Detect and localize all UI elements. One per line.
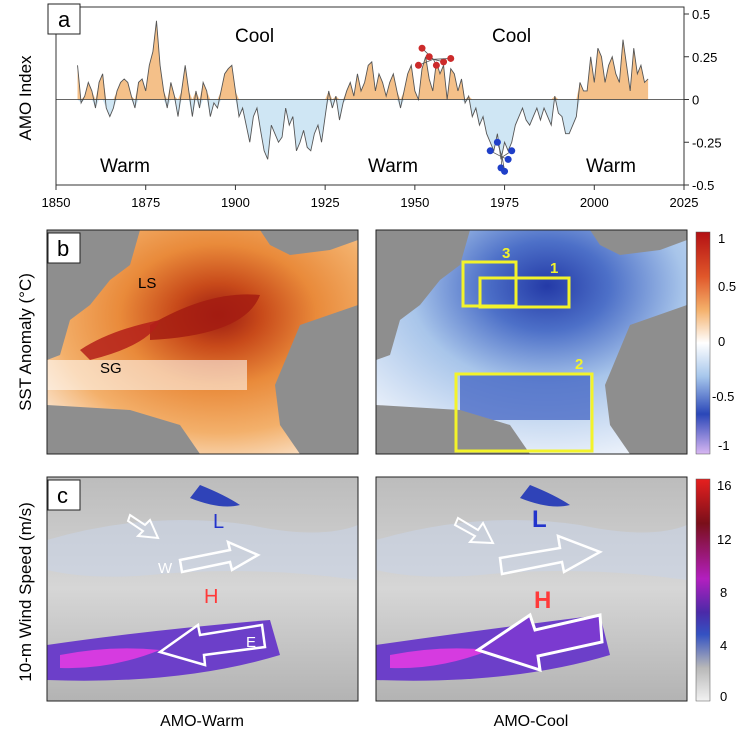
panel-a: 1850 1875 1900 1925 1950 1975 2000 2025 0.5 0.25 0… <box>0 0 744 215</box>
amo-series-line <box>77 20 649 160</box>
panel-c-letter: c <box>57 483 68 508</box>
wind-arrow-nw <box>126 513 160 540</box>
wind-ylabel: 10-m Wind Speed (m/s) <box>16 502 35 682</box>
map-label-sg: SG <box>100 360 122 377</box>
wind-label-w: W <box>158 560 173 577</box>
wind-label-h-left: H <box>204 586 218 608</box>
amo-x-tick-label: 1950 <box>400 195 429 210</box>
region-box-2 <box>454 372 594 453</box>
sst-anomaly-maps: LS SG 1 2 3 b SST Anomaly (°C) 1 0.5 0 <box>16 229 736 455</box>
amo-x-tick-label: 1975 <box>490 195 519 210</box>
map-label-ls: LS <box>138 275 156 292</box>
sst-tick-neg05: -0.5 <box>712 389 734 404</box>
amo-y-tick-label: -0.25 <box>692 135 722 150</box>
amo-red-marker <box>418 44 426 52</box>
amo-y-tick-label: 0 <box>692 93 699 108</box>
wind-arrow-easterly-cool <box>474 612 604 673</box>
amo-negative-area <box>77 99 649 160</box>
sst-map-warm: LS SG <box>46 229 359 455</box>
box-label-1: 1 <box>550 260 558 277</box>
amo-blue-marker <box>493 138 501 146</box>
wind-arrow-westerly <box>178 539 261 574</box>
amo-blue-marker <box>504 155 512 163</box>
sst-tick-1: 1 <box>718 231 725 246</box>
wind-tick-16: 16 <box>717 478 731 493</box>
label-cool-left: Cool <box>235 26 274 47</box>
amo-y-tick-label: -0.5 <box>692 178 714 193</box>
wind-label-h-right: H <box>534 587 551 614</box>
amo-x-tick-label: 1900 <box>221 195 250 210</box>
wind-arrow-easterly <box>157 622 267 667</box>
amo-x-tick-label: 1875 <box>131 195 160 210</box>
sst-ylabel: SST Anomaly (°C) <box>16 273 35 411</box>
sst-tick-neg1: -1 <box>718 438 730 453</box>
amo-blue-marker <box>508 147 516 155</box>
amo-red-marker <box>414 61 422 69</box>
panel-b: LS SG 1 2 3 b SST Anomaly (°C) 1 0.5 0 <box>0 225 744 455</box>
sst-tick-05: 0.5 <box>718 279 736 294</box>
label-warm-mid: Warm <box>368 156 418 177</box>
amo-x-tick-label: 1850 <box>42 195 71 210</box>
panel-b-letter: b <box>57 236 69 261</box>
wind-speed-maps: L H W E L H c 10-m Wind Speed (m/s) 16 1… <box>16 476 731 730</box>
amo-blue-marker <box>501 167 509 175</box>
box-label-3: 3 <box>502 245 510 262</box>
wind-tick-4: 4 <box>720 638 727 653</box>
wind-label-e: E <box>246 634 256 651</box>
sst-tick-0: 0 <box>718 334 725 349</box>
amo-ylabel: AMO Index <box>16 55 35 141</box>
region-box-1 <box>478 276 571 309</box>
xlabel-amo-cool: AMO-Cool <box>494 713 569 730</box>
amo-y-tick-label: 0.5 <box>692 7 710 22</box>
wind-tick-8: 8 <box>720 585 727 600</box>
amo-x-tick-label: 2025 <box>670 195 699 210</box>
amo-y-tick-label: 0.25 <box>692 50 717 65</box>
label-cool-right: Cool <box>492 26 531 47</box>
amo-frame <box>55 6 685 186</box>
wind-arrow-nw-cool <box>453 516 495 545</box>
panel-c: L H W E L H c 10-m Wind Speed (m/s) 16 1… <box>0 470 744 733</box>
panel-a-letter: a <box>58 7 71 32</box>
wind-tick-0: 0 <box>720 689 727 704</box>
amo-blue-marker <box>486 147 494 155</box>
box-label-2: 2 <box>575 356 583 373</box>
amo-x-tick-label: 1925 <box>311 195 340 210</box>
sst-map-cool: 1 2 3 <box>375 229 688 455</box>
wind-label-l-right: L <box>532 506 547 533</box>
label-warm-right: Warm <box>586 156 636 177</box>
amo-red-marker <box>440 58 448 66</box>
wind-colorbar: 16 12 8 4 0 <box>695 478 731 704</box>
wind-map-cool: L H <box>375 476 688 702</box>
wind-tick-12: 12 <box>717 532 731 547</box>
amo-positive-area <box>77 20 649 100</box>
wind-map-warm: L H W E <box>46 476 359 702</box>
wind-arrow-westerly-cool <box>498 534 603 576</box>
amo-red-marker <box>447 54 455 62</box>
sst-colorbar: 1 0.5 0 -0.5 -1 <box>695 231 736 455</box>
amo-x-tick-label: 2000 <box>580 195 609 210</box>
amo-index-chart: 1850 1875 1900 1925 1950 1975 2000 2025 0.5 0.25 0… <box>16 3 722 210</box>
xlabel-amo-warm: AMO-Warm <box>160 713 244 730</box>
amo-red-marker <box>432 61 440 69</box>
amo-red-marker <box>425 53 433 61</box>
label-warm-left: Warm <box>100 156 150 177</box>
wind-label-l-left: L <box>213 511 224 533</box>
